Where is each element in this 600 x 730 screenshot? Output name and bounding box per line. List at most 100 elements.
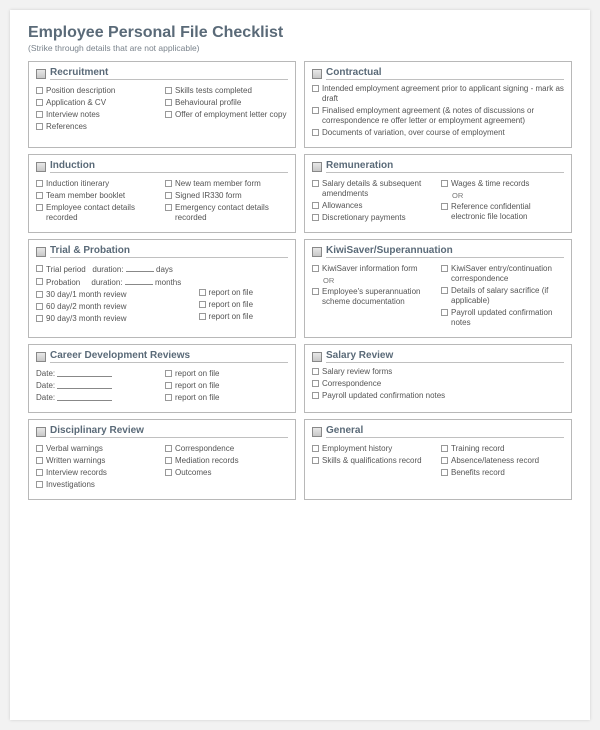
checklist-item: Training record: [441, 444, 564, 454]
checkbox-icon[interactable]: [36, 99, 43, 106]
checkbox-icon[interactable]: [312, 457, 319, 464]
checkbox-icon[interactable]: [165, 99, 172, 106]
checklist-item: KiwiSaver entry/continuation corresponde…: [441, 264, 564, 284]
blank-field[interactable]: [57, 369, 112, 377]
document-page: Employee Personal File Checklist (Strike…: [10, 10, 590, 720]
section-box-icon: [312, 247, 322, 257]
checklist-item: Trial period duration: days: [36, 264, 193, 275]
checkbox-icon[interactable]: [441, 457, 448, 464]
checkbox-icon[interactable]: [312, 107, 319, 114]
checklist-item: Interview notes: [36, 110, 159, 120]
checkbox-icon[interactable]: [165, 394, 172, 401]
checkbox-icon[interactable]: [36, 265, 43, 272]
checkbox-icon[interactable]: [165, 370, 172, 377]
checkbox-icon[interactable]: [36, 192, 43, 199]
checkbox-icon[interactable]: [312, 380, 319, 387]
checkbox-icon[interactable]: [312, 392, 319, 399]
checkbox-icon[interactable]: [165, 180, 172, 187]
checklist-item: Employee contact details recorded: [36, 203, 159, 223]
checkbox-icon[interactable]: [441, 180, 448, 187]
section-induction: Induction Induction itinerary Team membe…: [28, 154, 296, 233]
checkbox-icon[interactable]: [36, 469, 43, 476]
section-trial: Trial & Probation Trial period duration:…: [28, 239, 296, 338]
checklist-item: Skills tests completed: [165, 86, 288, 96]
checkbox-icon[interactable]: [36, 180, 43, 187]
checkbox-icon[interactable]: [36, 457, 43, 464]
checkbox-icon[interactable]: [312, 265, 319, 272]
checkbox-icon[interactable]: [312, 288, 319, 295]
checklist-item: Correspondence: [165, 444, 288, 454]
checkbox-icon[interactable]: [36, 87, 43, 94]
checklist-item: report on file: [199, 312, 288, 322]
section-box-icon: [36, 247, 46, 257]
checkbox-icon[interactable]: [165, 382, 172, 389]
page-title: Employee Personal File Checklist: [28, 24, 572, 42]
blank-field[interactable]: [125, 277, 153, 285]
checkbox-icon[interactable]: [199, 301, 206, 308]
checkbox-icon[interactable]: [312, 180, 319, 187]
checkbox-icon[interactable]: [199, 313, 206, 320]
checkbox-icon[interactable]: [36, 204, 43, 211]
checkbox-icon[interactable]: [312, 368, 319, 375]
checkbox-icon[interactable]: [312, 85, 319, 92]
section-title: Induction: [50, 160, 288, 173]
checkbox-icon[interactable]: [312, 445, 319, 452]
section-disciplinary: Disciplinary Review Verbal warnings Writ…: [28, 419, 296, 500]
checkbox-icon[interactable]: [165, 469, 172, 476]
section-kiwisaver: KiwiSaver/Superannuation KiwiSaver infor…: [304, 239, 572, 338]
section-salary: Salary Review Salary review forms Corres…: [304, 344, 572, 413]
checkbox-icon[interactable]: [312, 202, 319, 209]
section-title: KiwiSaver/Superannuation: [326, 245, 564, 258]
section-title: Salary Review: [326, 350, 564, 363]
checkbox-icon[interactable]: [165, 204, 172, 211]
checkbox-icon[interactable]: [441, 265, 448, 272]
checklist-item: Intended employment agreement prior to a…: [312, 84, 564, 104]
checkbox-icon[interactable]: [165, 87, 172, 94]
checkbox-icon[interactable]: [441, 445, 448, 452]
checkbox-icon[interactable]: [441, 287, 448, 294]
section-title: Recruitment: [50, 67, 288, 80]
section-title: Career Development Reviews: [50, 350, 288, 363]
checkbox-icon[interactable]: [36, 123, 43, 130]
checkbox-icon[interactable]: [165, 192, 172, 199]
blank-field[interactable]: [57, 381, 112, 389]
checklist-item: Payroll updated confirmation notes: [312, 391, 564, 401]
section-box-icon: [36, 162, 46, 172]
date-row: Date:: [36, 393, 159, 403]
checkbox-icon[interactable]: [441, 469, 448, 476]
or-label: OR: [452, 191, 564, 200]
checkbox-icon[interactable]: [36, 481, 43, 488]
checkbox-icon[interactable]: [36, 111, 43, 118]
checkbox-icon[interactable]: [36, 278, 43, 285]
checklist-item: report on file: [165, 393, 288, 403]
checkbox-icon[interactable]: [36, 445, 43, 452]
blank-field[interactable]: [126, 264, 154, 272]
checkbox-icon[interactable]: [36, 291, 43, 298]
checkbox-icon[interactable]: [312, 129, 319, 136]
checklist-item: 30 day/1 month review: [36, 290, 193, 300]
checklist-item: Outcomes: [165, 468, 288, 478]
checkbox-icon[interactable]: [165, 445, 172, 452]
checkbox-icon[interactable]: [312, 214, 319, 221]
checklist-item: Interview records: [36, 468, 159, 478]
section-title: Disciplinary Review: [50, 425, 288, 438]
checkbox-icon[interactable]: [441, 309, 448, 316]
blank-field[interactable]: [57, 393, 112, 401]
checklist-item: Position description: [36, 86, 159, 96]
checklist-item: Wages & time records: [441, 179, 564, 189]
checkbox-icon[interactable]: [165, 111, 172, 118]
section-box-icon: [312, 352, 322, 362]
checklist-item: Benefits record: [441, 468, 564, 478]
checklist-item: 60 day/2 month review: [36, 302, 193, 312]
checkbox-icon[interactable]: [441, 203, 448, 210]
checklist-item: report on file: [165, 369, 288, 379]
section-box-icon: [312, 162, 322, 172]
checkbox-icon[interactable]: [36, 315, 43, 322]
checklist-item: Salary review forms: [312, 367, 564, 377]
checklist-item: Signed IR330 form: [165, 191, 288, 201]
checkbox-icon[interactable]: [199, 289, 206, 296]
or-label: OR: [323, 276, 435, 285]
section-title: Trial & Probation: [50, 245, 288, 258]
checkbox-icon[interactable]: [36, 303, 43, 310]
checkbox-icon[interactable]: [165, 457, 172, 464]
